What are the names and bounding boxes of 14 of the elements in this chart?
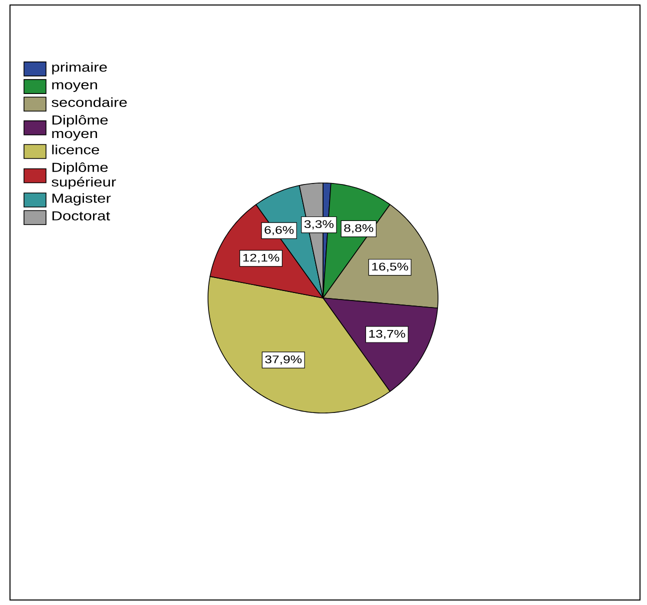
legend-label: licence <box>52 144 100 154</box>
legend-label: Magister <box>52 193 111 206</box>
legend-label: Diplôme supérieur <box>52 162 116 190</box>
data-label: 6,6% <box>264 226 294 236</box>
data-label: 16,5% <box>372 262 408 272</box>
data-label: 3,3% <box>304 220 334 230</box>
data-label: 8,8% <box>344 224 374 234</box>
data-label: 37,9% <box>265 355 302 365</box>
legend-label: moyen <box>52 82 98 92</box>
data-label: 12,1% <box>243 254 280 263</box>
legend-label: primaire <box>52 62 107 74</box>
legend-label: Doctorat <box>52 211 110 220</box>
legend-label: secondaire <box>52 97 127 107</box>
data-label: 13,7% <box>369 330 406 340</box>
